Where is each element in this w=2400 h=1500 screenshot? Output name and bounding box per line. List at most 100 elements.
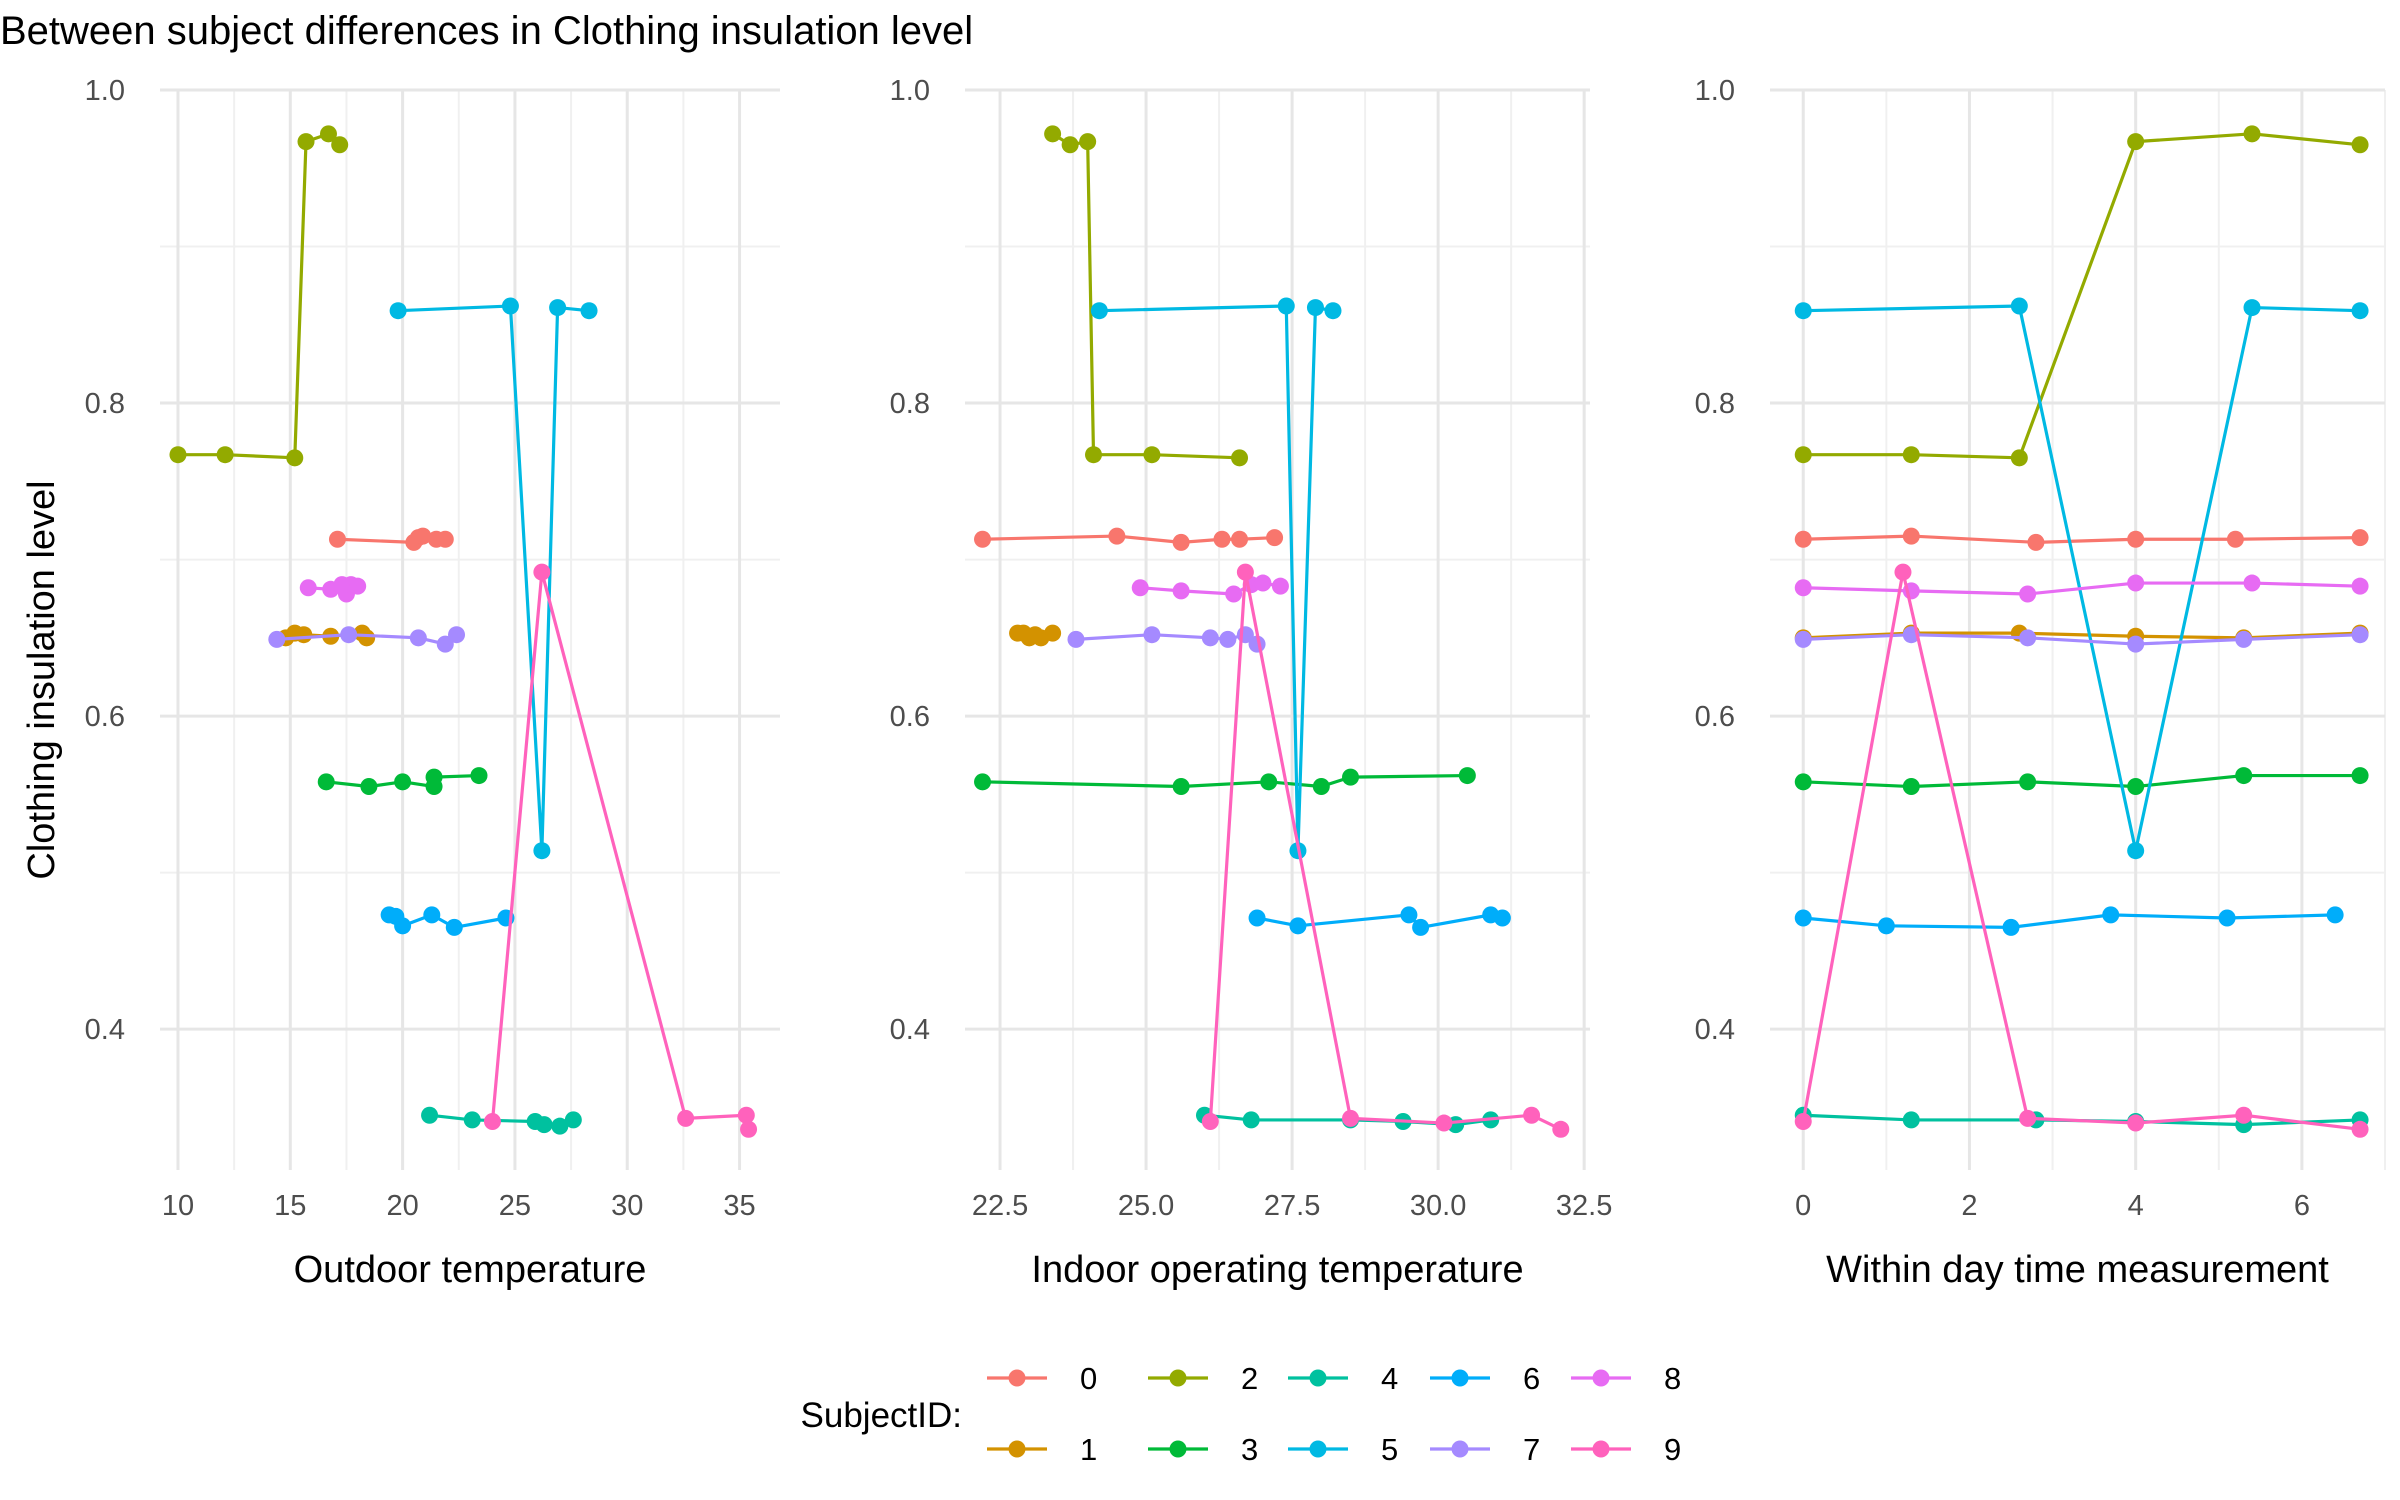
y-tick-label: 0.4 [1695,1014,1735,1046]
data-point [2351,302,2369,320]
data-point [2019,629,2037,647]
data-point [1794,773,1812,791]
series-line [398,304,590,853]
data-point [470,767,488,785]
legend-key-point [1592,1369,1610,1387]
data-point [1044,125,1062,143]
series-line [1099,304,1334,853]
series-2 [169,125,349,467]
data-point [340,626,358,644]
y-tick-label: 1.0 [890,75,930,107]
data-point [2326,906,2344,924]
data-point [1108,527,1126,545]
x-tick-label: 35 [723,1190,755,1222]
legend-label: 2 [1241,1361,1258,1396]
y-tick-label: 0.8 [890,388,930,420]
x-tick-label: 10 [162,1190,194,1222]
x-tick-label: 6 [2294,1190,2310,1222]
data-point [533,563,551,581]
y-tick-label: 0.8 [1695,388,1735,420]
x-tick-label: 20 [386,1190,418,1222]
data-point [501,297,519,315]
legend-label: 3 [1241,1432,1258,1467]
data-point [2351,529,2369,547]
data-point [1143,446,1161,464]
data-point [414,527,432,545]
series-9 [483,563,758,1138]
legend-item-1: 1 [987,1432,1097,1467]
data-point [2218,909,2236,927]
data-point [1172,533,1190,551]
data-point [2243,125,2261,143]
data-point [1225,585,1243,603]
data-point [295,626,313,644]
x-tick-label: 25 [499,1190,531,1222]
data-point [1231,530,1249,548]
series-line [1803,633,2361,646]
data-point [2127,635,2145,653]
legend-key-point [1309,1440,1327,1458]
data-point [1242,1111,1260,1129]
legend-label: 8 [1664,1361,1681,1396]
series-7 [1794,626,2369,653]
data-point [1231,449,1249,467]
x-tick-label: 0 [1795,1190,1811,1222]
data-point [268,630,286,648]
data-point [1201,1112,1219,1130]
series-5 [389,297,598,860]
panel-1: 10 15 20 25 30 35 0.4 0.6 0.8 1.0 Outdoor temperat… [21,75,780,1291]
data-point [1143,626,1161,644]
data-point [564,1111,582,1129]
x-tick-label: 30.0 [1410,1190,1466,1222]
data-point [1266,529,1284,547]
data-point [2351,767,2369,785]
data-point [1552,1120,1570,1138]
data-point [1172,778,1190,796]
data-point [2127,530,2145,548]
data-point [349,577,367,595]
legend-key-point [1451,1369,1469,1387]
y-tick-label: 0.4 [890,1014,930,1046]
data-point [1458,767,1476,785]
data-point [549,299,567,317]
legend-label: 0 [1080,1361,1097,1396]
panel-3: 0 2 4 6 0.4 0.6 0.8 1.0 Within day time measurem… [1695,75,2386,1291]
series-2 [1794,125,2369,467]
legend-item-7: 7 [1430,1432,1540,1467]
y-axis-title: Clothing insulation level [21,480,63,879]
series-line [1803,913,2336,929]
y-tick-label: 0.6 [890,701,930,733]
series-line [1208,570,1562,1131]
series-line [1803,132,2361,460]
data-point [319,125,337,143]
series-line [1803,534,2361,544]
series-0 [974,527,1284,551]
data-point [2019,585,2037,603]
data-point [2019,773,2037,791]
legend-item-2: 2 [1148,1361,1258,1396]
data-point [2027,533,2045,551]
series-8 [1131,574,1289,603]
y-tick-label: 0.4 [85,1014,125,1046]
data-point [1248,909,1266,927]
data-point [533,842,551,860]
legend-key-point [1169,1369,1187,1387]
data-point [580,302,598,320]
series-8 [299,576,367,603]
data-point [1079,133,1097,151]
legend: SubjectID: 0 1 2 3 4 5 6 7 8 9 [801,1361,1682,1467]
data-point [360,778,378,796]
data-point [1794,446,1812,464]
data-point [2235,1106,2253,1124]
series-0 [328,527,454,551]
data-point [1902,527,1920,545]
legend-item-5: 5 [1288,1432,1398,1467]
data-point [1493,909,1511,927]
data-point [436,530,454,548]
series-3 [317,767,488,796]
data-point [2010,297,2028,315]
data-point [740,1120,758,1138]
data-point [1400,906,1418,924]
